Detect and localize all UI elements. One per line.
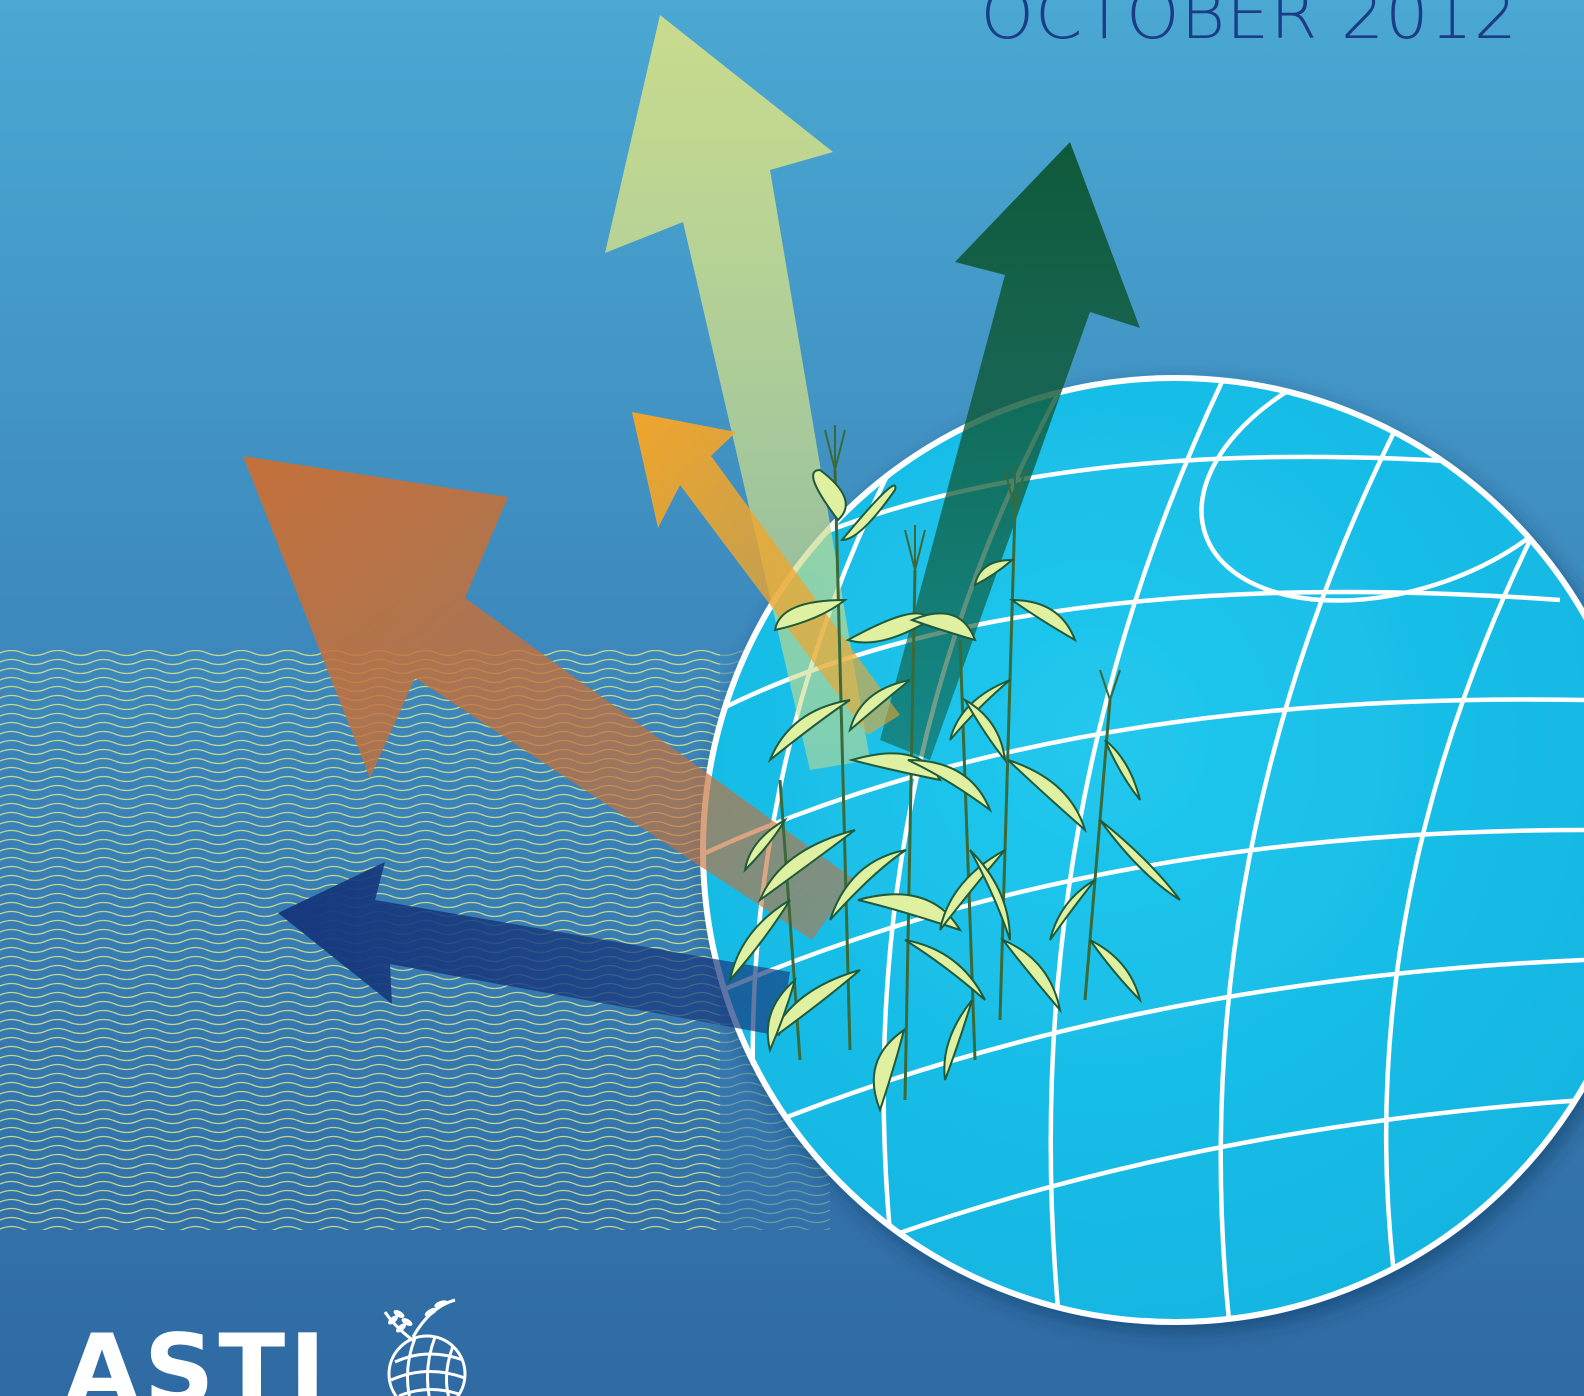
dark-green-arrow-icon bbox=[880, 142, 1140, 760]
asti-logo-icon bbox=[383, 1298, 467, 1396]
navy-arrow-icon bbox=[278, 862, 790, 1036]
issue-date: OCTOBER 2012 bbox=[980, 0, 1518, 55]
yellow-orange-arrow-icon bbox=[632, 412, 900, 735]
asti-logo-text: ASTI bbox=[64, 1314, 330, 1396]
orange-arrow-icon bbox=[243, 456, 855, 940]
maize-plant-icon bbox=[728, 425, 1181, 1113]
globe-icon bbox=[387, 1334, 467, 1396]
light-green-arrow-icon bbox=[605, 15, 870, 770]
